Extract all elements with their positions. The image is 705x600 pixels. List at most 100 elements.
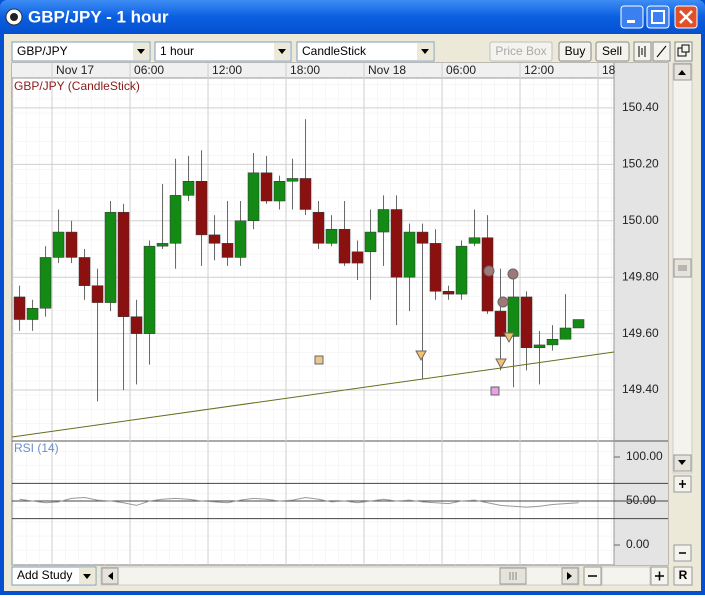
plus-icon bbox=[679, 480, 686, 488]
button-label: Price Box bbox=[495, 44, 546, 58]
window-title: GBP/JPY - 1 hour bbox=[28, 7, 169, 26]
arrow-icon bbox=[83, 574, 91, 579]
candle-body bbox=[91, 285, 104, 303]
candle-body bbox=[442, 291, 455, 295]
candle-body bbox=[169, 195, 182, 244]
candle-body bbox=[221, 243, 234, 258]
candle-body bbox=[273, 181, 286, 202]
marker-triangle bbox=[495, 358, 507, 370]
style-dropdown[interactable] bbox=[296, 41, 435, 62]
x-tick-label: 06:00 bbox=[134, 63, 164, 77]
y-tick-label: 149.40 bbox=[622, 382, 659, 396]
arrow-icon bbox=[278, 49, 286, 54]
minimize-button[interactable] bbox=[620, 5, 644, 29]
candle-body bbox=[351, 251, 364, 264]
button-label: Buy bbox=[565, 44, 586, 58]
rsi-line bbox=[19, 496, 579, 508]
interval-value: 1 hour bbox=[160, 44, 194, 58]
grip-icon bbox=[678, 265, 687, 271]
candle-body bbox=[468, 237, 481, 244]
candle-body bbox=[182, 181, 195, 196]
buy-button[interactable] bbox=[558, 41, 592, 62]
candle-body bbox=[247, 172, 260, 222]
grip-icon bbox=[509, 572, 517, 580]
marker-square bbox=[490, 386, 500, 396]
candle-body bbox=[455, 245, 468, 295]
x-tick-label: 12:00 bbox=[524, 63, 554, 77]
marker-triangle bbox=[503, 332, 515, 344]
interval-dropdown[interactable] bbox=[154, 41, 292, 62]
marker-circle bbox=[483, 265, 495, 277]
candle-body bbox=[416, 231, 429, 244]
candle-body bbox=[494, 310, 507, 337]
symbol-dropdown[interactable] bbox=[11, 41, 151, 62]
title-bar bbox=[0, 0, 705, 34]
candle-body bbox=[429, 243, 442, 292]
y-tick-label: 149.80 bbox=[622, 269, 659, 283]
candle-body bbox=[26, 307, 39, 320]
candle-body bbox=[104, 212, 117, 303]
x-tick-label: Nov 18 bbox=[368, 63, 406, 77]
minor-grid bbox=[12, 441, 614, 565]
candle-body bbox=[52, 231, 65, 258]
horizontal-scrollbar[interactable] bbox=[100, 566, 580, 586]
sell-button[interactable] bbox=[595, 41, 630, 62]
button-label: Sell bbox=[602, 44, 622, 58]
marker-circle bbox=[507, 268, 519, 280]
minor-grid bbox=[12, 78, 614, 440]
marker-square bbox=[314, 355, 324, 365]
x-tick-label: 06:00 bbox=[446, 63, 476, 77]
x-tick-label: Nov 17 bbox=[56, 63, 94, 77]
candle-body bbox=[403, 231, 416, 278]
candle-body bbox=[299, 178, 312, 210]
panel-title: RSI (14) bbox=[14, 441, 59, 455]
candle-body bbox=[338, 228, 351, 264]
y-tick-label: 100.00 bbox=[626, 449, 663, 463]
close-icon bbox=[679, 10, 693, 24]
arrow-icon bbox=[137, 49, 145, 54]
candle-body bbox=[546, 339, 559, 346]
detach-icon bbox=[681, 44, 690, 53]
reset-button[interactable] bbox=[673, 566, 693, 586]
time-header bbox=[12, 63, 614, 78]
add-study-dropdown[interactable] bbox=[11, 566, 97, 586]
y-tick-label: 150.40 bbox=[622, 100, 659, 114]
candle-body bbox=[312, 212, 325, 244]
symbol-value: GBP/JPY bbox=[17, 44, 68, 58]
y-tick-label: 50.00 bbox=[626, 493, 656, 507]
annotations bbox=[11, 265, 615, 438]
candle-body bbox=[195, 181, 208, 236]
candle-body bbox=[520, 296, 533, 348]
candle-body bbox=[234, 220, 247, 258]
price-box-button[interactable] bbox=[489, 41, 553, 62]
arrow-icon bbox=[678, 70, 686, 75]
candle-body bbox=[13, 296, 26, 320]
arrow-icon bbox=[678, 460, 686, 465]
candle-body bbox=[286, 178, 299, 182]
arrow-icon bbox=[567, 572, 572, 580]
bar-tool-icon bbox=[638, 46, 646, 57]
candle-body bbox=[390, 209, 403, 278]
x-tick-label: 18:00 bbox=[290, 63, 320, 77]
candle-body bbox=[208, 234, 221, 244]
candle-body bbox=[364, 231, 377, 253]
price-axis bbox=[614, 63, 668, 565]
plot: Nov 17 06:00 12:00 18:00 Nov 18 06:00 12:00 18 1… bbox=[12, 63, 668, 565]
marker-circle bbox=[497, 296, 509, 308]
maximize-button[interactable] bbox=[646, 5, 670, 29]
candle-body bbox=[507, 296, 520, 337]
zoom-track[interactable] bbox=[601, 566, 651, 586]
candle-body bbox=[572, 319, 585, 329]
maximize-icon bbox=[651, 10, 665, 24]
x-tick-label: 18 bbox=[602, 63, 616, 77]
candle-body bbox=[260, 172, 273, 202]
y-tick-label: 150.20 bbox=[622, 157, 659, 171]
y-tick-label: 0.00 bbox=[626, 537, 650, 551]
arrow-icon bbox=[421, 49, 429, 54]
candle-body bbox=[377, 209, 390, 233]
app-icon bbox=[10, 13, 18, 21]
arrow-icon bbox=[108, 572, 113, 580]
candle-body bbox=[156, 243, 169, 247]
y-tick-label: 149.60 bbox=[622, 326, 659, 340]
